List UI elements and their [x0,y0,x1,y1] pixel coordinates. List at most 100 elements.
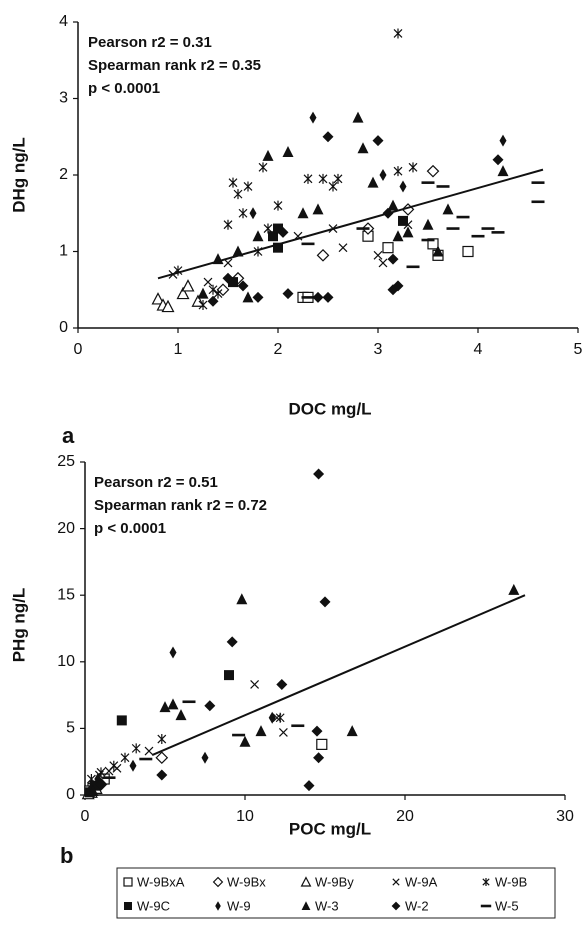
y-axis-title: PHg ng/L [9,588,28,663]
point [155,751,169,765]
marker-part [233,189,243,200]
legend-label: W-9Bx [227,874,266,889]
point [291,724,305,728]
marker-part [432,245,444,257]
trend-line [151,594,526,756]
marker-part [228,277,238,288]
marker-part [252,230,264,242]
point [255,725,267,737]
marker-part [316,248,330,262]
marker-part [398,215,408,226]
annotation: Spearman rank r2 = 0.35 [88,57,261,74]
point [203,277,213,287]
point [338,243,348,253]
marker-part [159,701,171,713]
point [213,288,223,299]
point [250,680,260,689]
marker-part [243,181,253,192]
point [328,181,338,192]
point [139,757,153,761]
marker-part [87,785,99,797]
y-tick-label: 0 [59,319,68,336]
marker-part [301,296,315,299]
marker-part [277,226,289,238]
legend-label: W-9A [405,874,438,889]
x-axis-title: DOC mg/L [288,399,371,418]
marker-part [273,200,283,211]
marker-part [238,208,248,219]
x-tick-label: 5 [574,341,583,358]
point [372,135,384,147]
marker-part [252,291,264,303]
marker-part [301,901,311,910]
marker-part [392,878,400,886]
marker-part [482,878,490,886]
point [228,177,238,188]
point [273,242,283,253]
marker-part [262,149,274,161]
marker-part [129,759,137,772]
marker-part [123,877,133,887]
point [197,287,209,299]
point [309,111,317,124]
point [297,207,309,219]
point [322,131,334,143]
point [392,280,404,292]
marker-part [406,265,420,269]
marker-part [176,286,190,300]
x-tick-label: 1 [174,341,183,358]
point [275,712,285,723]
marker-part [303,173,313,184]
point [379,169,387,181]
marker-part [139,757,153,761]
x-tick-label: 0 [81,808,90,825]
point [481,227,495,230]
marker-part [297,207,309,219]
marker-part [399,180,407,193]
marker-part [228,177,238,188]
legend-marker [300,876,312,887]
point [508,583,520,595]
marker-part [328,181,338,192]
marker-part [212,876,224,888]
point [311,725,323,737]
y-tick-label: 20 [57,520,75,537]
marker-part [379,169,387,181]
legend-marker [392,878,400,886]
point [393,166,403,177]
point [408,162,418,173]
point [316,738,328,750]
y-tick-label: 2 [59,166,68,183]
marker-part [197,287,209,299]
point [313,752,325,764]
point [319,596,331,608]
point [367,176,379,188]
legend-label: W-9C [137,898,170,913]
point [222,272,234,284]
y-tick-label: 0 [66,786,75,803]
point [392,230,404,242]
legend-box [116,867,556,919]
marker-part [387,199,399,211]
marker-part [393,28,403,39]
marker-part [372,135,384,147]
marker-part [301,242,315,246]
legend-marker [301,901,311,910]
point [95,778,107,790]
marker-part [201,751,209,764]
point [442,203,454,215]
point [198,300,208,311]
marker-part [131,743,141,754]
legend-marker [124,902,132,910]
point [268,711,276,724]
marker-part [382,242,394,254]
marker-part [169,646,177,659]
marker-part [226,636,238,648]
point [236,593,248,605]
marker-part [268,711,276,724]
marker-part [208,284,218,295]
marker-part [268,231,278,242]
point [352,111,364,123]
x-tick-label: 2 [274,341,283,358]
point [346,725,358,737]
